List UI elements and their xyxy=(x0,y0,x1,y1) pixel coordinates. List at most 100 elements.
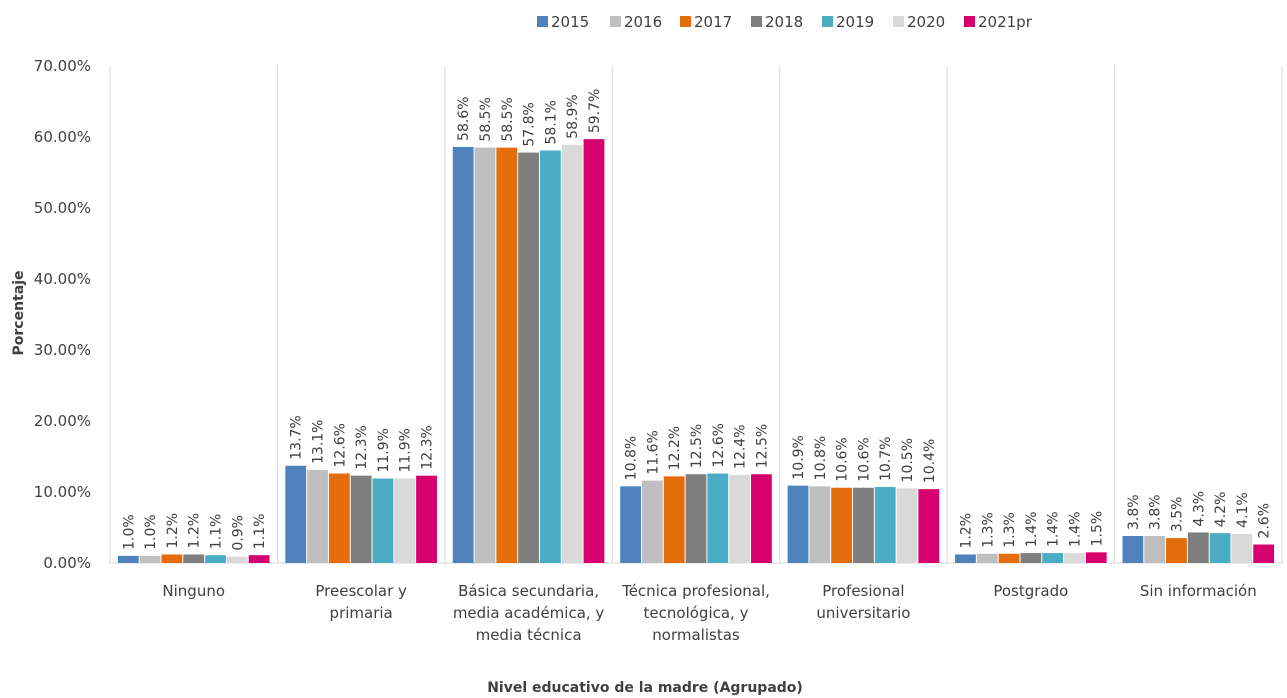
data-label: 1.1% xyxy=(252,514,268,550)
bar xyxy=(896,488,918,563)
category-label: Sin información xyxy=(1140,582,1257,600)
bar xyxy=(918,489,940,563)
bar xyxy=(642,480,663,563)
data-label: 10.6% xyxy=(835,437,851,481)
bar xyxy=(787,485,809,563)
data-label: 4.2% xyxy=(1213,492,1229,528)
data-label: 11.9% xyxy=(398,428,414,472)
data-label: 3.5% xyxy=(1169,497,1185,533)
bar xyxy=(328,473,350,563)
data-label: 1.5% xyxy=(1089,511,1105,547)
data-label: 58.5% xyxy=(478,97,494,141)
legend-label: 2019 xyxy=(836,13,874,31)
data-label: 11.9% xyxy=(376,428,392,472)
data-label: 3.8% xyxy=(1126,494,1142,530)
legend-label: 2015 xyxy=(551,13,589,31)
data-label: 10.6% xyxy=(856,437,872,481)
data-label: 12.4% xyxy=(733,424,749,468)
category-label: Ninguno xyxy=(162,582,225,600)
legend-label: 2018 xyxy=(765,13,803,31)
legend-label: 2017 xyxy=(694,13,732,31)
bar xyxy=(561,144,583,563)
legend-label: 2021pr xyxy=(978,13,1033,31)
y-tick-label: 20.00% xyxy=(34,412,91,430)
x-axis-title: Nivel educativo de la madre (Agrupado) xyxy=(487,680,803,696)
data-label: 12.5% xyxy=(754,424,770,468)
data-label: 58.5% xyxy=(500,97,516,141)
legend-swatch xyxy=(893,16,904,27)
bar xyxy=(394,478,416,563)
data-label: 59.7% xyxy=(587,89,603,133)
data-label: 1.2% xyxy=(165,513,181,549)
data-label: 13.1% xyxy=(311,420,327,464)
bar xyxy=(539,150,561,564)
category-label: Básica secundaria, media académica, y medi… xyxy=(453,582,605,644)
bar xyxy=(183,554,205,563)
bar xyxy=(976,553,998,563)
data-label: 12.6% xyxy=(332,423,348,467)
bar xyxy=(372,478,394,563)
data-label: 12.3% xyxy=(354,425,370,469)
bar xyxy=(248,555,270,563)
bar xyxy=(226,556,248,563)
y-tick-label: 0.00% xyxy=(43,554,91,572)
data-label: 12.2% xyxy=(667,426,683,470)
data-label: 13.7% xyxy=(289,415,305,459)
legend-swatch xyxy=(822,16,833,27)
data-label: 1.2% xyxy=(958,513,974,549)
data-label: 1.0% xyxy=(143,514,159,550)
bar xyxy=(583,139,605,563)
category-label: Postgrado xyxy=(993,582,1068,600)
bar xyxy=(751,474,772,563)
bar xyxy=(874,487,896,563)
bar xyxy=(1085,552,1107,563)
data-label: 1.0% xyxy=(121,514,137,550)
data-label: 1.3% xyxy=(1002,512,1018,548)
data-labels: 1.0% 1.0% 1.2% 1.2% 1.1% 0.9% 1.1% 13.7% 13.1% 12… xyxy=(121,89,1272,551)
bar xyxy=(620,486,641,563)
y-tick-label: 50.00% xyxy=(34,199,91,217)
data-label: 57.8% xyxy=(522,102,538,146)
bar xyxy=(474,147,496,563)
data-label: 0.9% xyxy=(230,515,246,551)
data-label: 10.5% xyxy=(900,438,916,482)
category-label: Profesional universitario xyxy=(816,582,910,622)
bar xyxy=(139,555,161,563)
y-tick-label: 30.00% xyxy=(34,341,91,359)
data-label: 10.8% xyxy=(624,436,640,480)
data-label: 10.8% xyxy=(813,436,829,480)
bar xyxy=(285,465,307,563)
data-label: 2.6% xyxy=(1257,503,1273,539)
y-tick-label: 40.00% xyxy=(34,270,91,288)
data-label: 10.9% xyxy=(791,435,807,479)
data-label: 12.5% xyxy=(689,424,705,468)
bar xyxy=(998,553,1020,563)
data-label: 3.8% xyxy=(1148,494,1164,530)
bar xyxy=(955,554,976,563)
data-label: 1.1% xyxy=(209,514,225,550)
bar xyxy=(117,555,139,563)
data-label: 4.3% xyxy=(1191,491,1207,527)
bar xyxy=(1209,533,1231,563)
bar xyxy=(1020,553,1042,563)
bar xyxy=(1231,533,1253,563)
legend: 2015 2016 2017 2018 2019 2020 2021pr xyxy=(537,13,1033,31)
bar xyxy=(205,555,226,563)
bar xyxy=(707,473,729,563)
y-tick-label: 10.00% xyxy=(34,483,91,501)
y-axis-title: Porcentaje xyxy=(11,271,27,356)
bar xyxy=(1144,536,1166,563)
data-label: 1.3% xyxy=(980,512,996,548)
bar xyxy=(307,469,328,563)
data-label: 12.3% xyxy=(420,425,436,469)
bar xyxy=(853,487,874,563)
bar xyxy=(1166,538,1187,563)
data-label: 58.6% xyxy=(456,96,472,140)
x-axis: Ninguno Preescolar y primaria Básica secund… xyxy=(162,582,1256,644)
bars xyxy=(117,139,1275,564)
legend-label: 2016 xyxy=(624,13,662,31)
legend-swatch xyxy=(680,16,691,27)
bar xyxy=(1122,536,1144,563)
data-label: 58.9% xyxy=(565,94,581,138)
